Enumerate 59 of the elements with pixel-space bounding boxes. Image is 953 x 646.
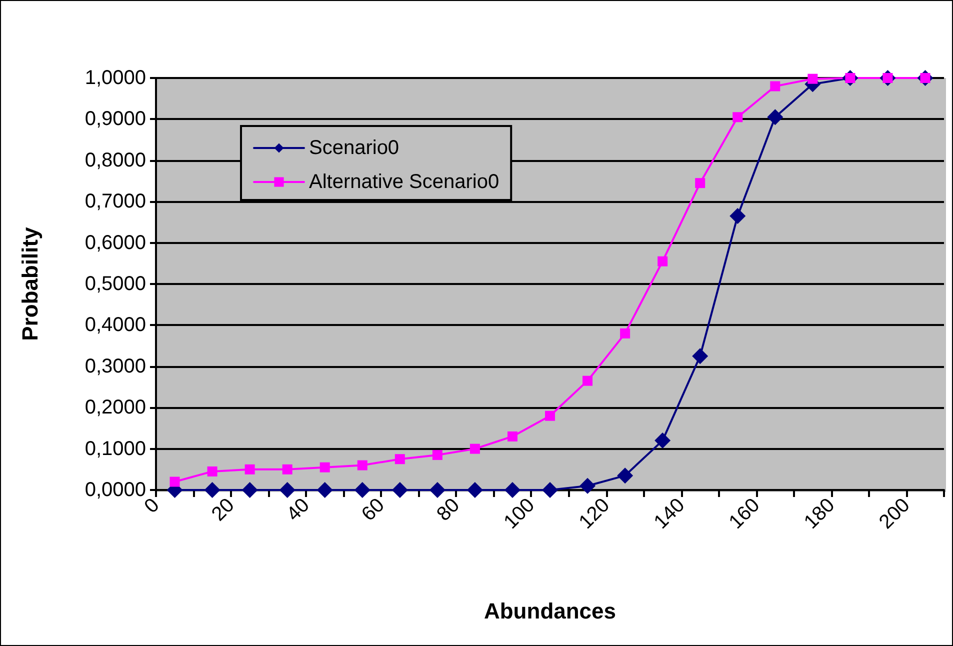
point: [545, 410, 555, 421]
y-tick-label: 0,1000: [84, 438, 146, 460]
y-tick-label: 1,0000: [84, 67, 146, 89]
x-tick-label: 100: [500, 494, 540, 534]
y-tick-label: 0,5000: [84, 273, 146, 295]
point: [392, 482, 408, 498]
point: [767, 109, 784, 126]
point: [282, 464, 292, 474]
point: [580, 478, 596, 494]
point: [504, 482, 520, 498]
point: [692, 348, 708, 364]
point: [354, 482, 370, 498]
point: [808, 74, 818, 84]
point: [582, 376, 593, 386]
point: [432, 450, 442, 460]
legend-label: Scenario0: [309, 137, 400, 159]
x-tick-label: 60: [358, 494, 389, 526]
y-tick-label: 0,7000: [84, 190, 146, 213]
x-tick-label: 160: [725, 494, 764, 534]
point: [320, 462, 330, 472]
point: [316, 482, 333, 498]
x-tick-label: 140: [650, 494, 690, 534]
x-tick-label: 180: [800, 494, 840, 534]
x-tick-label: 40: [282, 494, 314, 526]
point: [207, 466, 218, 476]
point: [507, 431, 518, 442]
legend-label: Alternative Scenario0: [309, 171, 500, 193]
y-tick-label: 0,3000: [84, 355, 146, 378]
point: [620, 328, 630, 338]
point: [732, 112, 743, 122]
y-axis-title: Probability: [18, 226, 42, 341]
y-tick-label: 0,0000: [84, 479, 146, 501]
point: [654, 432, 671, 449]
x-axis-title: Abundances: [484, 598, 616, 624]
point: [470, 444, 480, 454]
point: [617, 468, 634, 484]
point: [357, 460, 368, 470]
x-tick-label: 80: [432, 494, 464, 526]
point: [466, 482, 483, 498]
point: [244, 464, 255, 474]
y-tick-label: 0,2000: [84, 396, 146, 419]
point: [730, 208, 746, 224]
point: [204, 482, 220, 498]
x-tick-label: 120: [574, 494, 614, 534]
point: [429, 482, 446, 498]
point: [770, 81, 780, 92]
point: [394, 454, 405, 464]
y-tick-label: 0,8000: [84, 149, 146, 172]
point: [695, 178, 706, 188]
point: [542, 482, 558, 498]
x-tick-label: 200: [875, 494, 914, 534]
point: [242, 482, 258, 498]
point: [279, 482, 296, 498]
y-tick-label: 0,9000: [84, 108, 146, 130]
y-tick-label: 0,4000: [84, 314, 146, 336]
point: [658, 256, 668, 266]
x-tick-label: 20: [208, 494, 239, 526]
y-tick-label: 0,6000: [84, 232, 146, 254]
point: [170, 476, 180, 487]
